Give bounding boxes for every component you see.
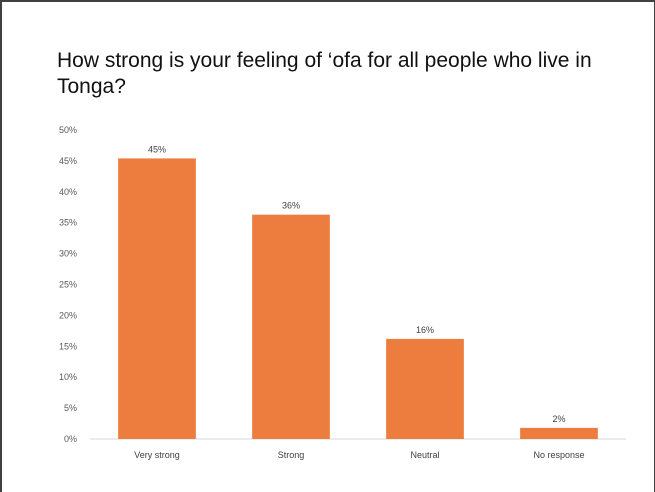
- data-label: 36%: [282, 201, 300, 211]
- y-tick-label: 35%: [59, 218, 77, 228]
- y-axis: 0% 5% 10% 15% 20% 25% 30% 35% 40% 45% 50%: [59, 125, 77, 444]
- bar: [118, 158, 196, 440]
- y-tick-label: 50%: [59, 125, 77, 135]
- y-tick-label: 40%: [59, 187, 77, 197]
- x-axis: Very strong Strong Neutral No response: [134, 450, 584, 460]
- y-tick-label: 30%: [59, 249, 77, 259]
- y-tick-label: 15%: [59, 341, 77, 351]
- category-label: Very strong: [134, 450, 180, 460]
- bar: [520, 427, 598, 439]
- category-label: No response: [533, 450, 584, 460]
- bars: 45% 36% 16% 2%: [118, 144, 598, 440]
- y-tick-label: 0%: [64, 434, 77, 444]
- category-label: Neutral: [410, 450, 439, 460]
- chart-title: How strong is your feeling of ‘ofa for a…: [57, 49, 592, 98]
- data-label: 16%: [416, 325, 434, 335]
- y-tick-label: 25%: [59, 280, 77, 290]
- y-tick-label: 45%: [59, 156, 77, 166]
- bar: [252, 214, 330, 439]
- data-label: 2%: [552, 414, 565, 424]
- y-tick-label: 10%: [59, 372, 77, 382]
- bar: [386, 338, 464, 439]
- y-tick-label: 5%: [64, 403, 77, 413]
- y-tick-label: 20%: [59, 310, 77, 320]
- data-label: 45%: [148, 144, 166, 154]
- category-label: Strong: [278, 450, 305, 460]
